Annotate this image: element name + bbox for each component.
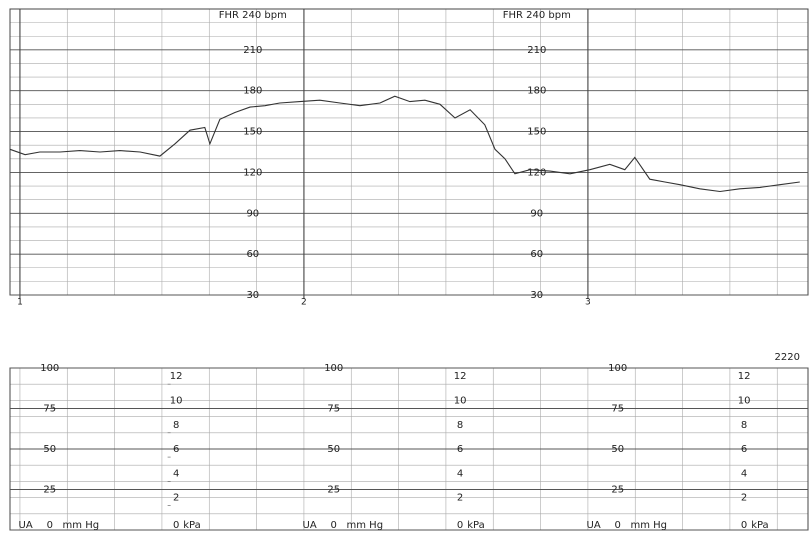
y-tick-label: 210 [243,45,262,56]
ua-title: UA [587,520,601,531]
y2-tick-label: 4 [457,468,463,479]
y-tick-label: 25 [43,485,56,496]
y-tick-label: 210 [527,45,546,56]
y-tick-label: 100 [324,363,343,374]
y2-tick-label: 0 [173,520,179,531]
y-tick-label: 0 [615,520,621,531]
y-tick-label: 150 [527,127,546,138]
y2-tick-label: 8 [457,420,463,431]
y2-tick-label: 6 [741,444,747,455]
x-tick-label: 2 [301,298,307,308]
y-tick-label: 120 [243,167,262,178]
fhr-frame [9,8,809,296]
y2-tick-label: 2 [173,493,179,504]
y-tick-label: 75 [611,404,624,415]
y-tick-label: 100 [608,363,627,374]
ua-title: UA [303,520,317,531]
y2-tick-label: 2 [741,493,747,504]
ua-unit: mm Hg [631,520,668,531]
y-tick-label: 30 [246,290,259,301]
y-tick-label: 60 [246,249,259,260]
y2-tick-label: 6 [173,444,179,455]
y2-tick-label: 12 [454,371,467,382]
y-tick-label: 100 [40,363,59,374]
y-tick-label: 90 [530,208,543,219]
y-tick-label: 0 [47,520,53,531]
y-tick-label: 30 [530,290,543,301]
y2-tick-label: 8 [173,420,179,431]
y2-tick-label: 8 [741,420,747,431]
y-tick-label: 120 [527,167,546,178]
ua-title: UA [19,520,33,531]
y-tick-label: 75 [327,404,340,415]
y2-tick-label: 6 [457,444,463,455]
y-tick-label: 50 [43,444,56,455]
y-tick-label: 25 [611,485,624,496]
y-tick-label: 90 [246,208,259,219]
y2-tick-label: 0 [741,520,747,531]
fhr-scale-title: FHR 240 bpm [503,10,571,21]
kpa-unit: kPa [467,520,485,531]
y2-tick-label: 0 [457,520,463,531]
y-tick-label: 180 [243,86,262,97]
kpa-unit: kPa [183,520,201,531]
fhr-scale-title: FHR 240 bpm [219,10,287,21]
y2-tick-label: 4 [741,468,747,479]
y-tick-label: 25 [327,485,340,496]
y2-tick-label: 12 [170,371,183,382]
x-tick-label: 3 [585,298,591,308]
y2-tick-label: 10 [454,395,467,406]
y-tick-label: 150 [243,127,262,138]
ua-unit: mm Hg [347,520,384,531]
y-tick-label: 75 [43,404,56,415]
kpa-unit: kPa [751,520,769,531]
y2-tick-label: 10 [170,395,183,406]
y-tick-label: 0 [331,520,337,531]
x-tick-label: 1 [17,298,23,308]
y2-tick-label: 2 [457,493,463,504]
y2-tick-label: 10 [738,395,751,406]
y-tick-label: 180 [527,86,546,97]
y-tick-label: 60 [530,249,543,260]
y2-tick-label: 12 [738,371,751,382]
ua-unit: mm Hg [63,520,100,531]
annotation: 2220 [775,352,800,363]
y2-tick-label: 4 [173,468,179,479]
y-tick-label: 50 [327,444,340,455]
y-tick-label: 50 [611,444,624,455]
fhr-trace [9,95,800,193]
